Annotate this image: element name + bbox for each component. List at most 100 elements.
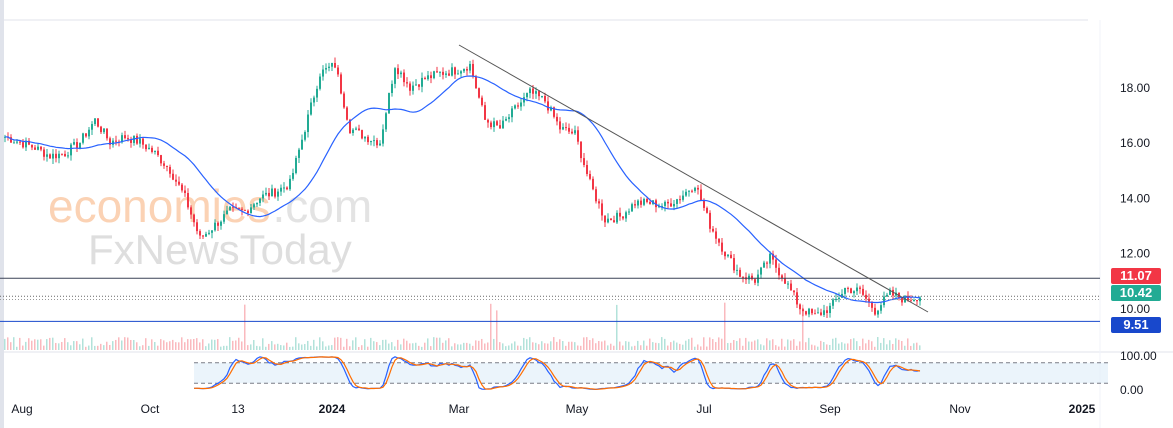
candle-body	[274, 188, 276, 197]
volume-bar	[772, 339, 774, 350]
candle-body	[277, 191, 279, 197]
candle-body	[778, 267, 780, 276]
volume-bar	[406, 340, 408, 350]
volume-bar	[796, 345, 798, 350]
volume-bar	[331, 345, 333, 350]
candle-body	[523, 97, 525, 103]
candle-body	[706, 207, 708, 213]
time-tick-label: Mar	[449, 402, 470, 416]
volume-bar	[526, 339, 528, 350]
candle-body	[367, 136, 369, 143]
candle-body	[34, 147, 36, 150]
volume-bar	[553, 337, 555, 350]
candle-body	[421, 77, 423, 87]
volume-bar	[754, 340, 756, 350]
candle-body	[541, 95, 543, 97]
candle-body	[550, 107, 552, 111]
volume-bar	[535, 342, 537, 350]
candle-body	[250, 207, 252, 214]
volume-bar	[685, 340, 687, 350]
candle-body	[424, 77, 426, 80]
volume-bar	[415, 342, 417, 350]
watermark-fxnewstoday: FxNewsToday	[88, 226, 352, 273]
candle-body	[631, 204, 633, 212]
volume-bar	[583, 337, 585, 350]
volume-bar	[727, 343, 729, 350]
volume-bar	[547, 343, 549, 350]
volume-bar	[364, 339, 366, 350]
volume-bar	[697, 344, 699, 350]
volume-bar	[424, 342, 426, 350]
candle-body	[505, 118, 507, 121]
candle-body	[313, 97, 315, 103]
volume-bar	[868, 339, 870, 350]
candle-body	[856, 287, 858, 292]
volume-bar	[382, 339, 384, 350]
candle-body	[730, 254, 732, 259]
candle-body	[847, 287, 849, 289]
volume-bar	[475, 340, 477, 350]
volume-bar	[637, 340, 639, 350]
volume-bar	[520, 345, 522, 350]
volume-bar	[541, 341, 543, 350]
candle-body	[391, 83, 393, 94]
volume-bar	[232, 340, 234, 350]
volume-bar	[349, 346, 351, 350]
candle-body	[493, 121, 495, 128]
candle-body	[97, 118, 99, 127]
volume-bar	[289, 346, 291, 350]
volume-bar	[622, 345, 624, 350]
candle-body	[229, 206, 231, 211]
volume-bar	[694, 346, 696, 350]
volume-bar	[595, 343, 597, 350]
volume-bar	[160, 339, 162, 350]
volume-bar	[340, 337, 342, 350]
candle-body	[664, 201, 666, 206]
volume-bar	[886, 344, 888, 350]
volume-bar	[208, 343, 210, 350]
candle-body	[751, 275, 753, 280]
candle-body	[838, 297, 840, 300]
candle-body	[370, 141, 372, 143]
candle-body	[487, 119, 489, 123]
volume-bar	[670, 342, 672, 350]
candle-body	[271, 188, 273, 197]
candle-body	[202, 235, 204, 237]
price-tick-label: 18.00	[1120, 81, 1150, 95]
candle-body	[145, 144, 147, 150]
volume-bar	[760, 344, 762, 350]
volume-bar	[538, 344, 540, 350]
candle-body	[22, 142, 24, 148]
candle-body	[700, 189, 702, 201]
volume-bar	[715, 342, 717, 350]
candle-body	[382, 129, 384, 144]
candle-body	[259, 198, 261, 203]
candle-body	[25, 140, 27, 148]
volume-bar	[187, 339, 189, 350]
candle-body	[157, 150, 159, 156]
volume-bar	[148, 345, 150, 350]
candle-body	[790, 283, 792, 291]
volume-bar	[841, 342, 843, 350]
volume-bar	[268, 343, 270, 350]
candle-body	[724, 251, 726, 257]
candle-body	[862, 288, 864, 295]
candle-body	[244, 209, 246, 211]
volume-bar	[394, 346, 396, 350]
volume-bar	[82, 338, 84, 350]
volume-bar	[889, 340, 891, 350]
candle-body	[592, 178, 594, 190]
candle-body	[205, 233, 207, 237]
volume-bar	[919, 345, 921, 350]
candle-body	[58, 153, 60, 159]
volume-bar	[853, 338, 855, 350]
volume-bar	[166, 342, 168, 350]
volume-bar	[865, 343, 867, 350]
candle-body	[55, 153, 57, 159]
volume-bar	[514, 341, 516, 350]
volume-bar	[13, 337, 15, 350]
volume-bar	[25, 341, 27, 350]
candle-body	[727, 254, 729, 257]
